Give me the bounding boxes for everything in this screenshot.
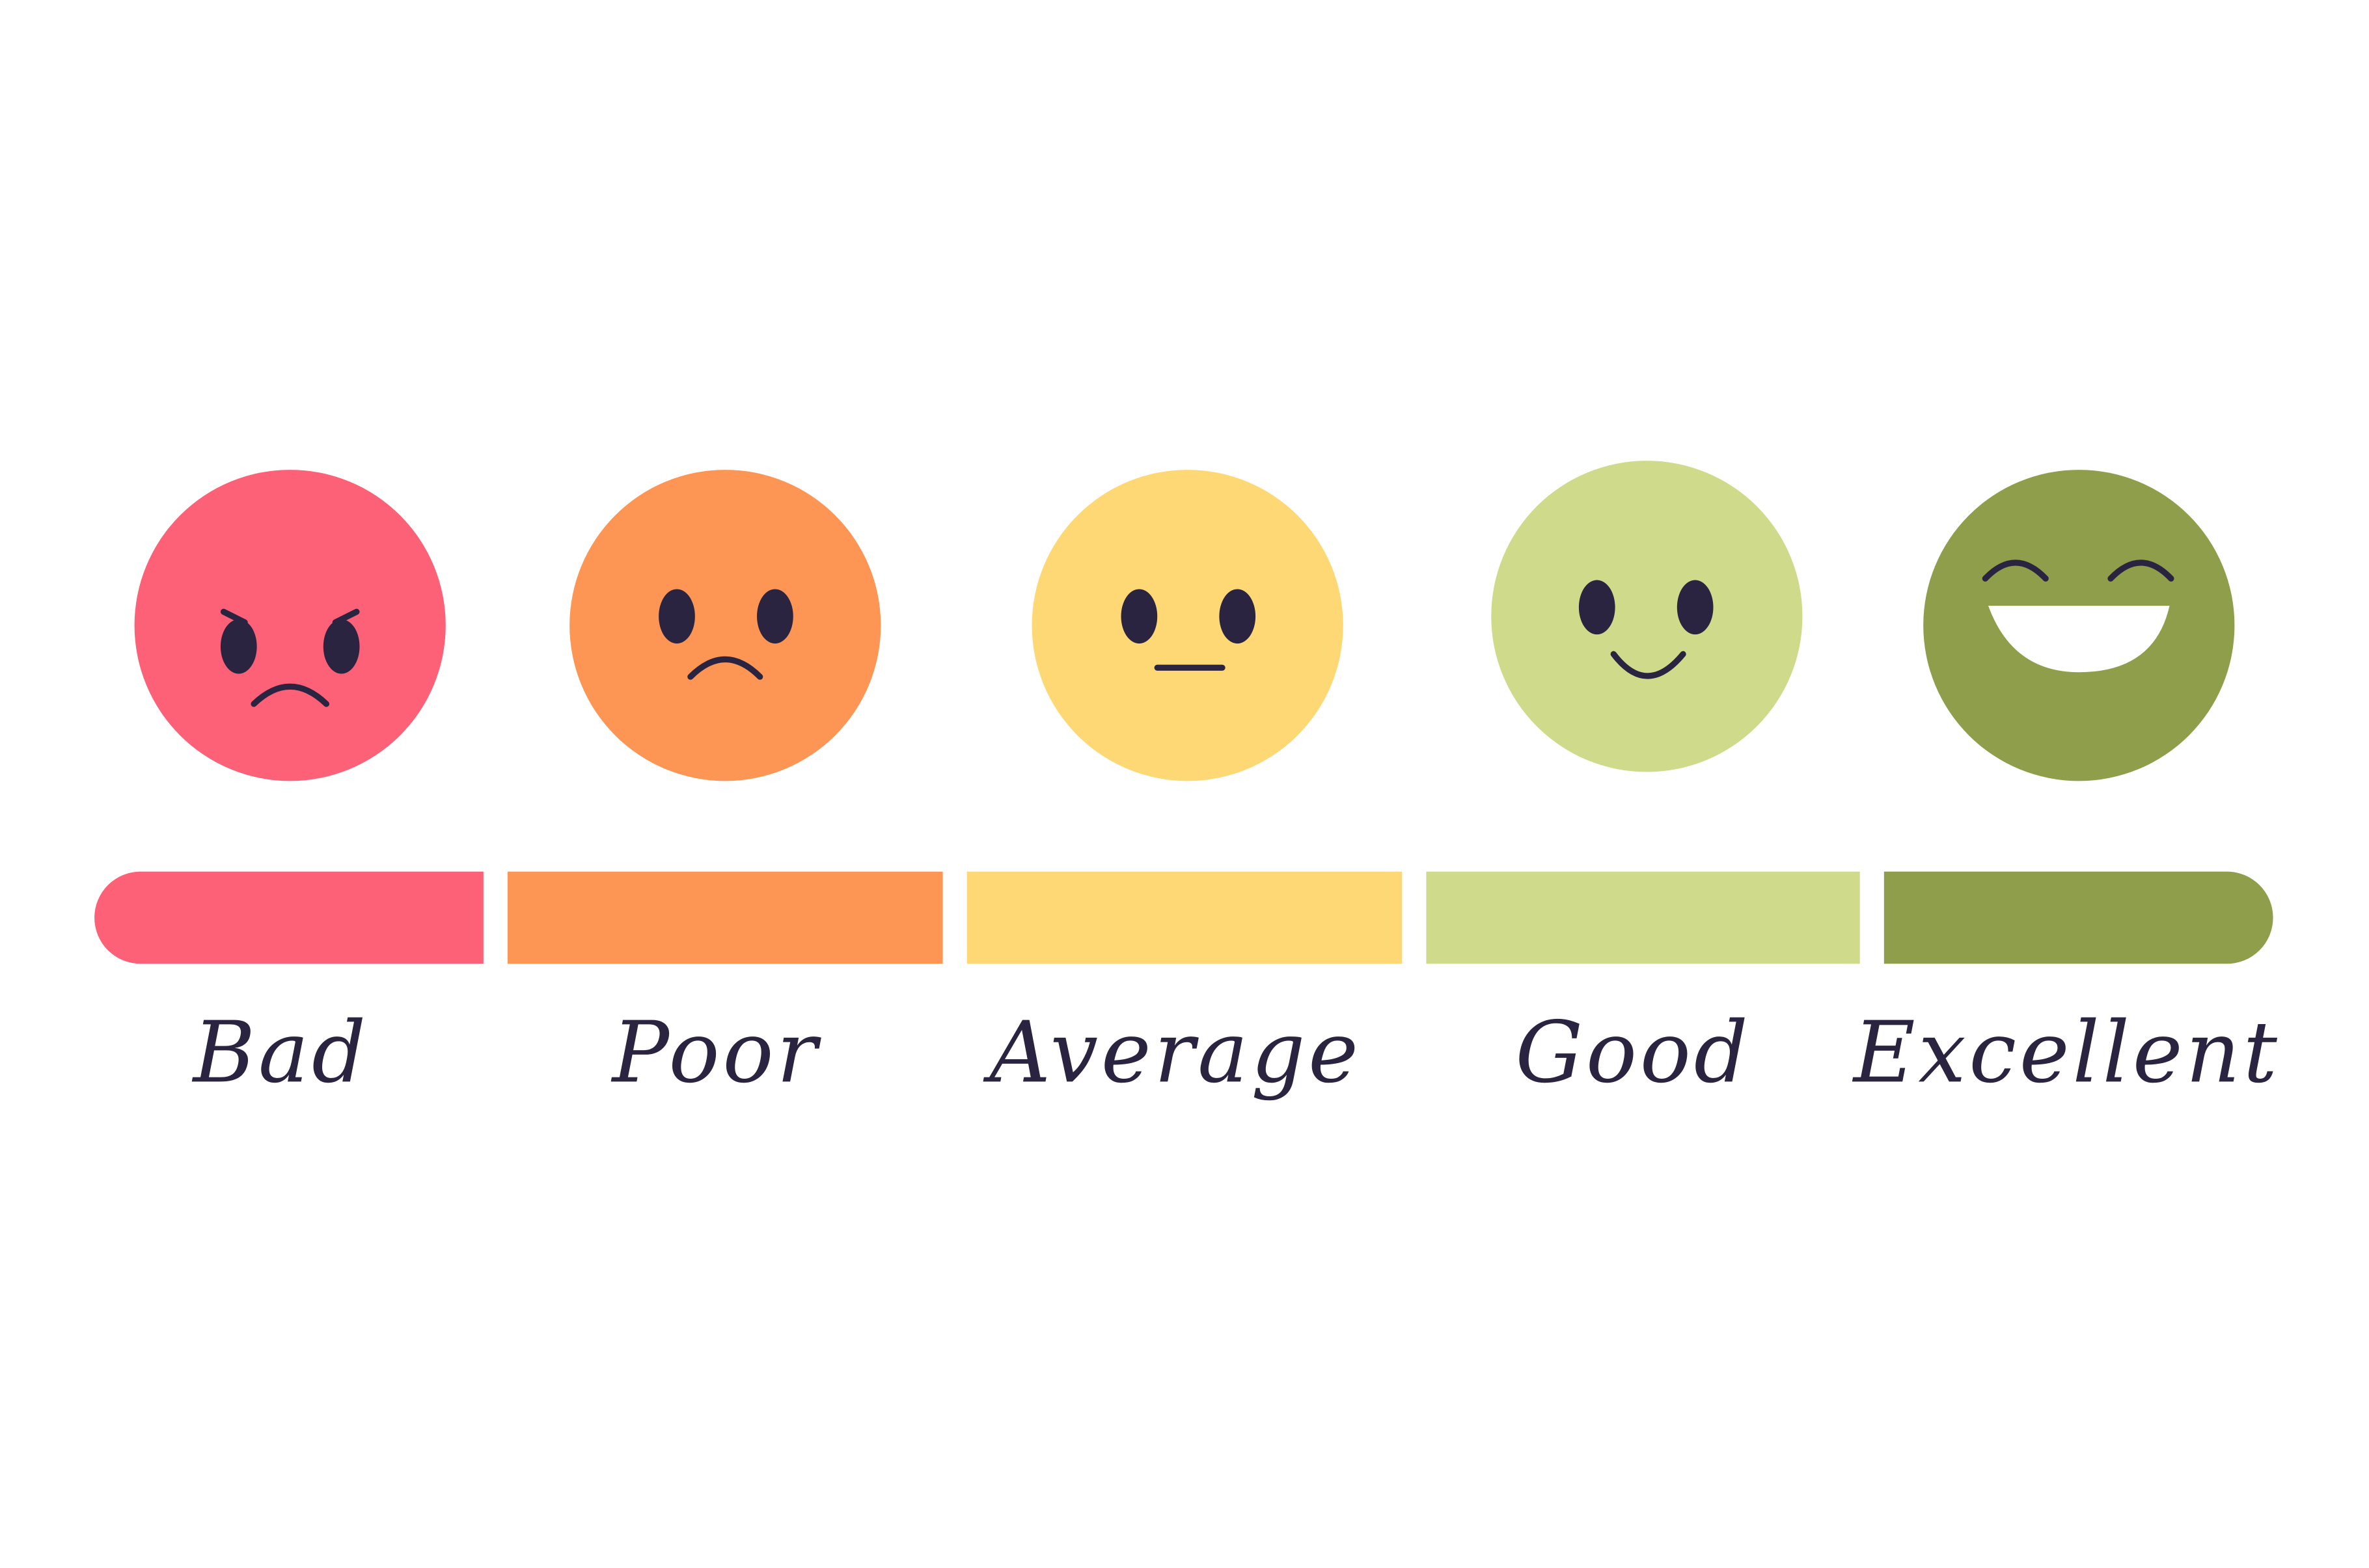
scale-bar (94, 871, 2273, 964)
face-excellent (1923, 470, 2235, 781)
face-average (1032, 470, 1343, 781)
rating-label: Average (983, 1003, 1361, 1102)
bar-segment-poor (508, 871, 943, 964)
bar-segment-bad (94, 871, 484, 964)
rating-label: Excellent (1852, 1003, 2280, 1102)
rating-label: Poor (611, 1003, 822, 1102)
face-bad (134, 470, 446, 781)
rating-label: Good (1515, 1003, 1751, 1102)
bar-segment-good (1426, 871, 1860, 964)
face-poor (569, 470, 881, 781)
bar-segment-average (966, 871, 1403, 964)
rating-label: Bad (192, 1003, 369, 1102)
face-good (1491, 461, 1803, 772)
bar-segment-excellent (1883, 871, 2273, 964)
